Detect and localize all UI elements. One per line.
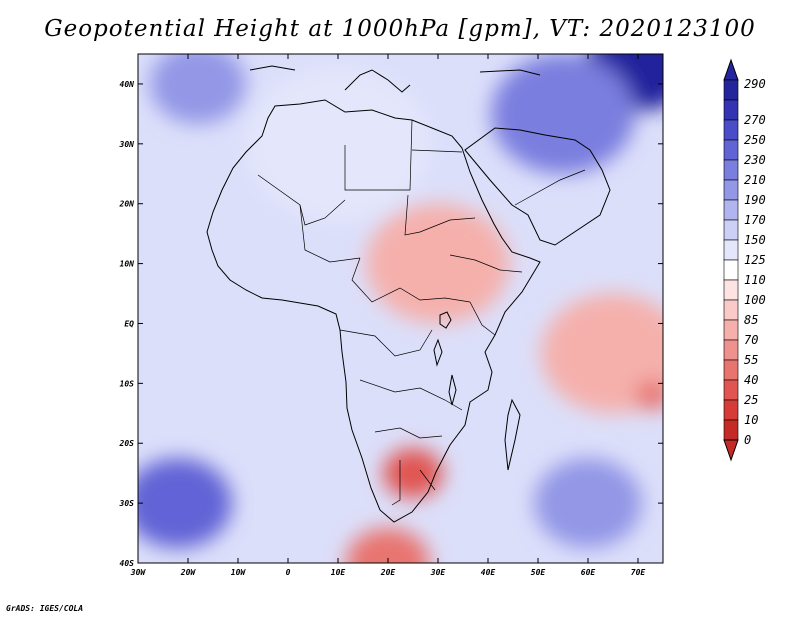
- colorbar-label: 70: [744, 333, 758, 347]
- colorbar-swatch-8: [723, 259, 739, 281]
- colorbar-swatch-7: [723, 279, 739, 301]
- lon-tick-label: 30E: [430, 568, 446, 577]
- colorbar-swatch-17: [723, 79, 739, 101]
- colorbar-swatch-6: [723, 299, 739, 321]
- field-center-2: [366, 203, 510, 324]
- lakes: [433, 311, 457, 406]
- lon-tick-label: 10E: [331, 568, 346, 577]
- colorbar-label: 25: [744, 393, 758, 407]
- colorbar-swatch-2: [723, 379, 739, 401]
- lat-tick-label: 20N: [119, 200, 135, 209]
- field-center-10: [248, 68, 428, 219]
- axis-ticks: [137, 54, 663, 564]
- colorbar-swatch-1: [723, 399, 739, 421]
- colorbar-label: 55: [744, 353, 758, 367]
- colorbar-label: 210: [744, 173, 766, 187]
- field-center-7: [150, 54, 246, 124]
- lon-tick-label: 10W: [231, 568, 247, 577]
- country-borders: [257, 119, 586, 506]
- colorbar-label: 10: [744, 413, 758, 427]
- colorbar-swatch-3: [723, 359, 739, 381]
- colorbar-swatch-14: [723, 139, 739, 161]
- colorbar-swatch-13: [723, 159, 739, 181]
- lon-tick-label: 30W: [130, 568, 147, 577]
- axis-labels: 30W 20W 10W 0 10E 20E 30E 40E 50E 60E 70E 40N 30N 20N…: [119, 80, 646, 577]
- colorbar-swatch-0: [723, 419, 739, 441]
- colorbar-swatch-16: [723, 99, 739, 121]
- lat-tick-label: 40S: [120, 559, 135, 568]
- lon-tick-label: 20E: [380, 568, 396, 577]
- chart-title: Geopotential Height at 1000hPa [gpm], VT…: [44, 16, 756, 42]
- field-center-4: [635, 380, 663, 411]
- colorbar-label: 290: [744, 77, 766, 91]
- field-center-3: [541, 293, 663, 414]
- colorbar-label: 100: [744, 293, 766, 307]
- colorbar-label: 110: [744, 273, 766, 287]
- colorbar-label: 0: [744, 433, 751, 447]
- colorbar-label: 40: [744, 373, 758, 387]
- colorbar-top-arrow: [723, 58, 739, 81]
- lat-tick-label: EQ: [124, 319, 134, 328]
- colorbar-swatch-5: [723, 319, 739, 341]
- field-center-6: [534, 458, 642, 549]
- lat-tick-label: 40N: [120, 80, 135, 89]
- lon-tick-label: 60E: [581, 568, 596, 577]
- colorbar-label: 230: [744, 153, 766, 167]
- lat-tick-label: 30N: [119, 140, 135, 149]
- colorbar-swatch-4: [723, 339, 739, 361]
- colorbar-label: 85: [744, 313, 758, 327]
- colorbar-swatch-10: [723, 219, 739, 241]
- lat-tick-label: 10N: [120, 260, 135, 269]
- grads-credit: GrADS: IGES/COLA: [6, 604, 84, 613]
- colorbar-label: 125: [744, 253, 766, 267]
- lat-tick-label: 30S: [119, 499, 135, 508]
- geopotential-field: [138, 54, 663, 563]
- lon-tick-label: 50E: [531, 568, 546, 577]
- field-center-1: [383, 448, 443, 499]
- colorbar-label: 150: [744, 233, 766, 247]
- colorbar-swatch-11: [723, 199, 739, 221]
- map-frame: [137, 53, 664, 564]
- colorbar-swatch-9: [723, 239, 739, 261]
- field-center-5: [138, 458, 232, 549]
- lat-tick-label: 10S: [120, 379, 135, 388]
- colorbar-label: 250: [744, 133, 766, 147]
- lon-tick-label: 40E: [481, 568, 496, 577]
- colorbar-label: 270: [744, 113, 766, 127]
- lon-tick-label: 0: [286, 568, 291, 577]
- lat-tick-label: 20S: [119, 439, 135, 448]
- colorbar-swatch-15: [723, 119, 739, 141]
- lon-tick-label: 20W: [180, 568, 197, 577]
- colorbar-swatch-12: [723, 179, 739, 201]
- colorbar-bottom-arrow: [723, 439, 739, 462]
- lon-tick-label: 70E: [631, 568, 646, 577]
- colorbar: 0 10 25 40 55 70 85 100 110 125 150 170 190 210 230 250…: [723, 58, 766, 462]
- field-center-0: [346, 528, 430, 563]
- field-center-9: [491, 54, 635, 174]
- colorbar-label: 170: [744, 213, 766, 227]
- colorbar-label: 190: [744, 193, 766, 207]
